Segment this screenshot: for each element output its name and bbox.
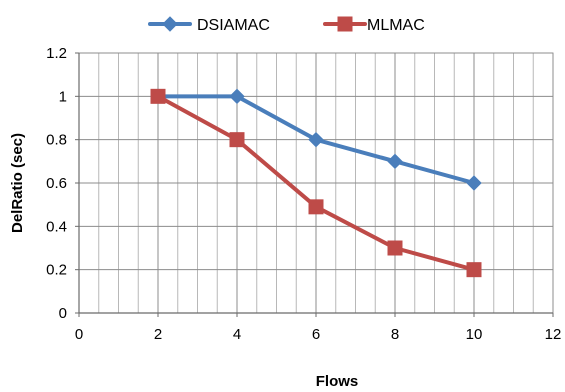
y-tick-label: 1 <box>59 88 67 105</box>
legend-item-mlmac: MLMAC <box>323 16 425 34</box>
x-tick-label: 4 <box>233 326 241 343</box>
data-point-dsiamac <box>229 88 245 105</box>
x-tick-label: 2 <box>154 326 162 343</box>
x-tick-label: 6 <box>312 326 320 343</box>
data-point-mlmac <box>308 199 324 215</box>
y-tick-label: 0 <box>59 305 67 322</box>
chart-grid <box>78 52 554 314</box>
data-point-dsiamac <box>466 175 482 191</box>
chart-legend: DSIAMAC MLMAC <box>148 16 425 34</box>
legend-label-dsiamac: DSIAMAC <box>197 17 270 34</box>
x-axis-title: Flows <box>316 373 359 390</box>
data-point-dsiamac <box>387 153 403 170</box>
x-tick-label: 8 <box>391 326 399 343</box>
legend-marker-mlmac <box>337 16 353 32</box>
y-tick-label: 0.6 <box>46 175 67 192</box>
data-point-mlmac <box>229 132 245 148</box>
chart-axes: 0 2 4 6 8 10 12 0 0.2 0.4 0.6 0.8 1 1.2 <box>46 45 561 343</box>
data-point-mlmac <box>466 262 482 278</box>
data-point-dsiamac <box>308 131 324 148</box>
chart-series <box>150 88 482 278</box>
x-tick-label: 0 <box>75 326 83 343</box>
x-tick-label: 10 <box>466 326 483 343</box>
legend-marker-dsiamac <box>162 16 178 32</box>
legend-item-dsiamac: DSIAMAC <box>148 16 270 34</box>
y-tick-label: 0.4 <box>46 218 67 235</box>
data-point-mlmac <box>387 240 403 256</box>
legend-label-mlmac: MLMAC <box>367 17 425 34</box>
series-mlmac <box>150 88 482 278</box>
y-tick-label: 1.2 <box>46 45 67 62</box>
data-point-mlmac <box>150 88 166 104</box>
y-tick-label: 0.8 <box>46 132 67 149</box>
x-tick-label: 12 <box>545 326 562 343</box>
y-tick-label: 0.2 <box>46 262 67 279</box>
y-axis-title: DelRatio (sec) <box>9 133 26 233</box>
